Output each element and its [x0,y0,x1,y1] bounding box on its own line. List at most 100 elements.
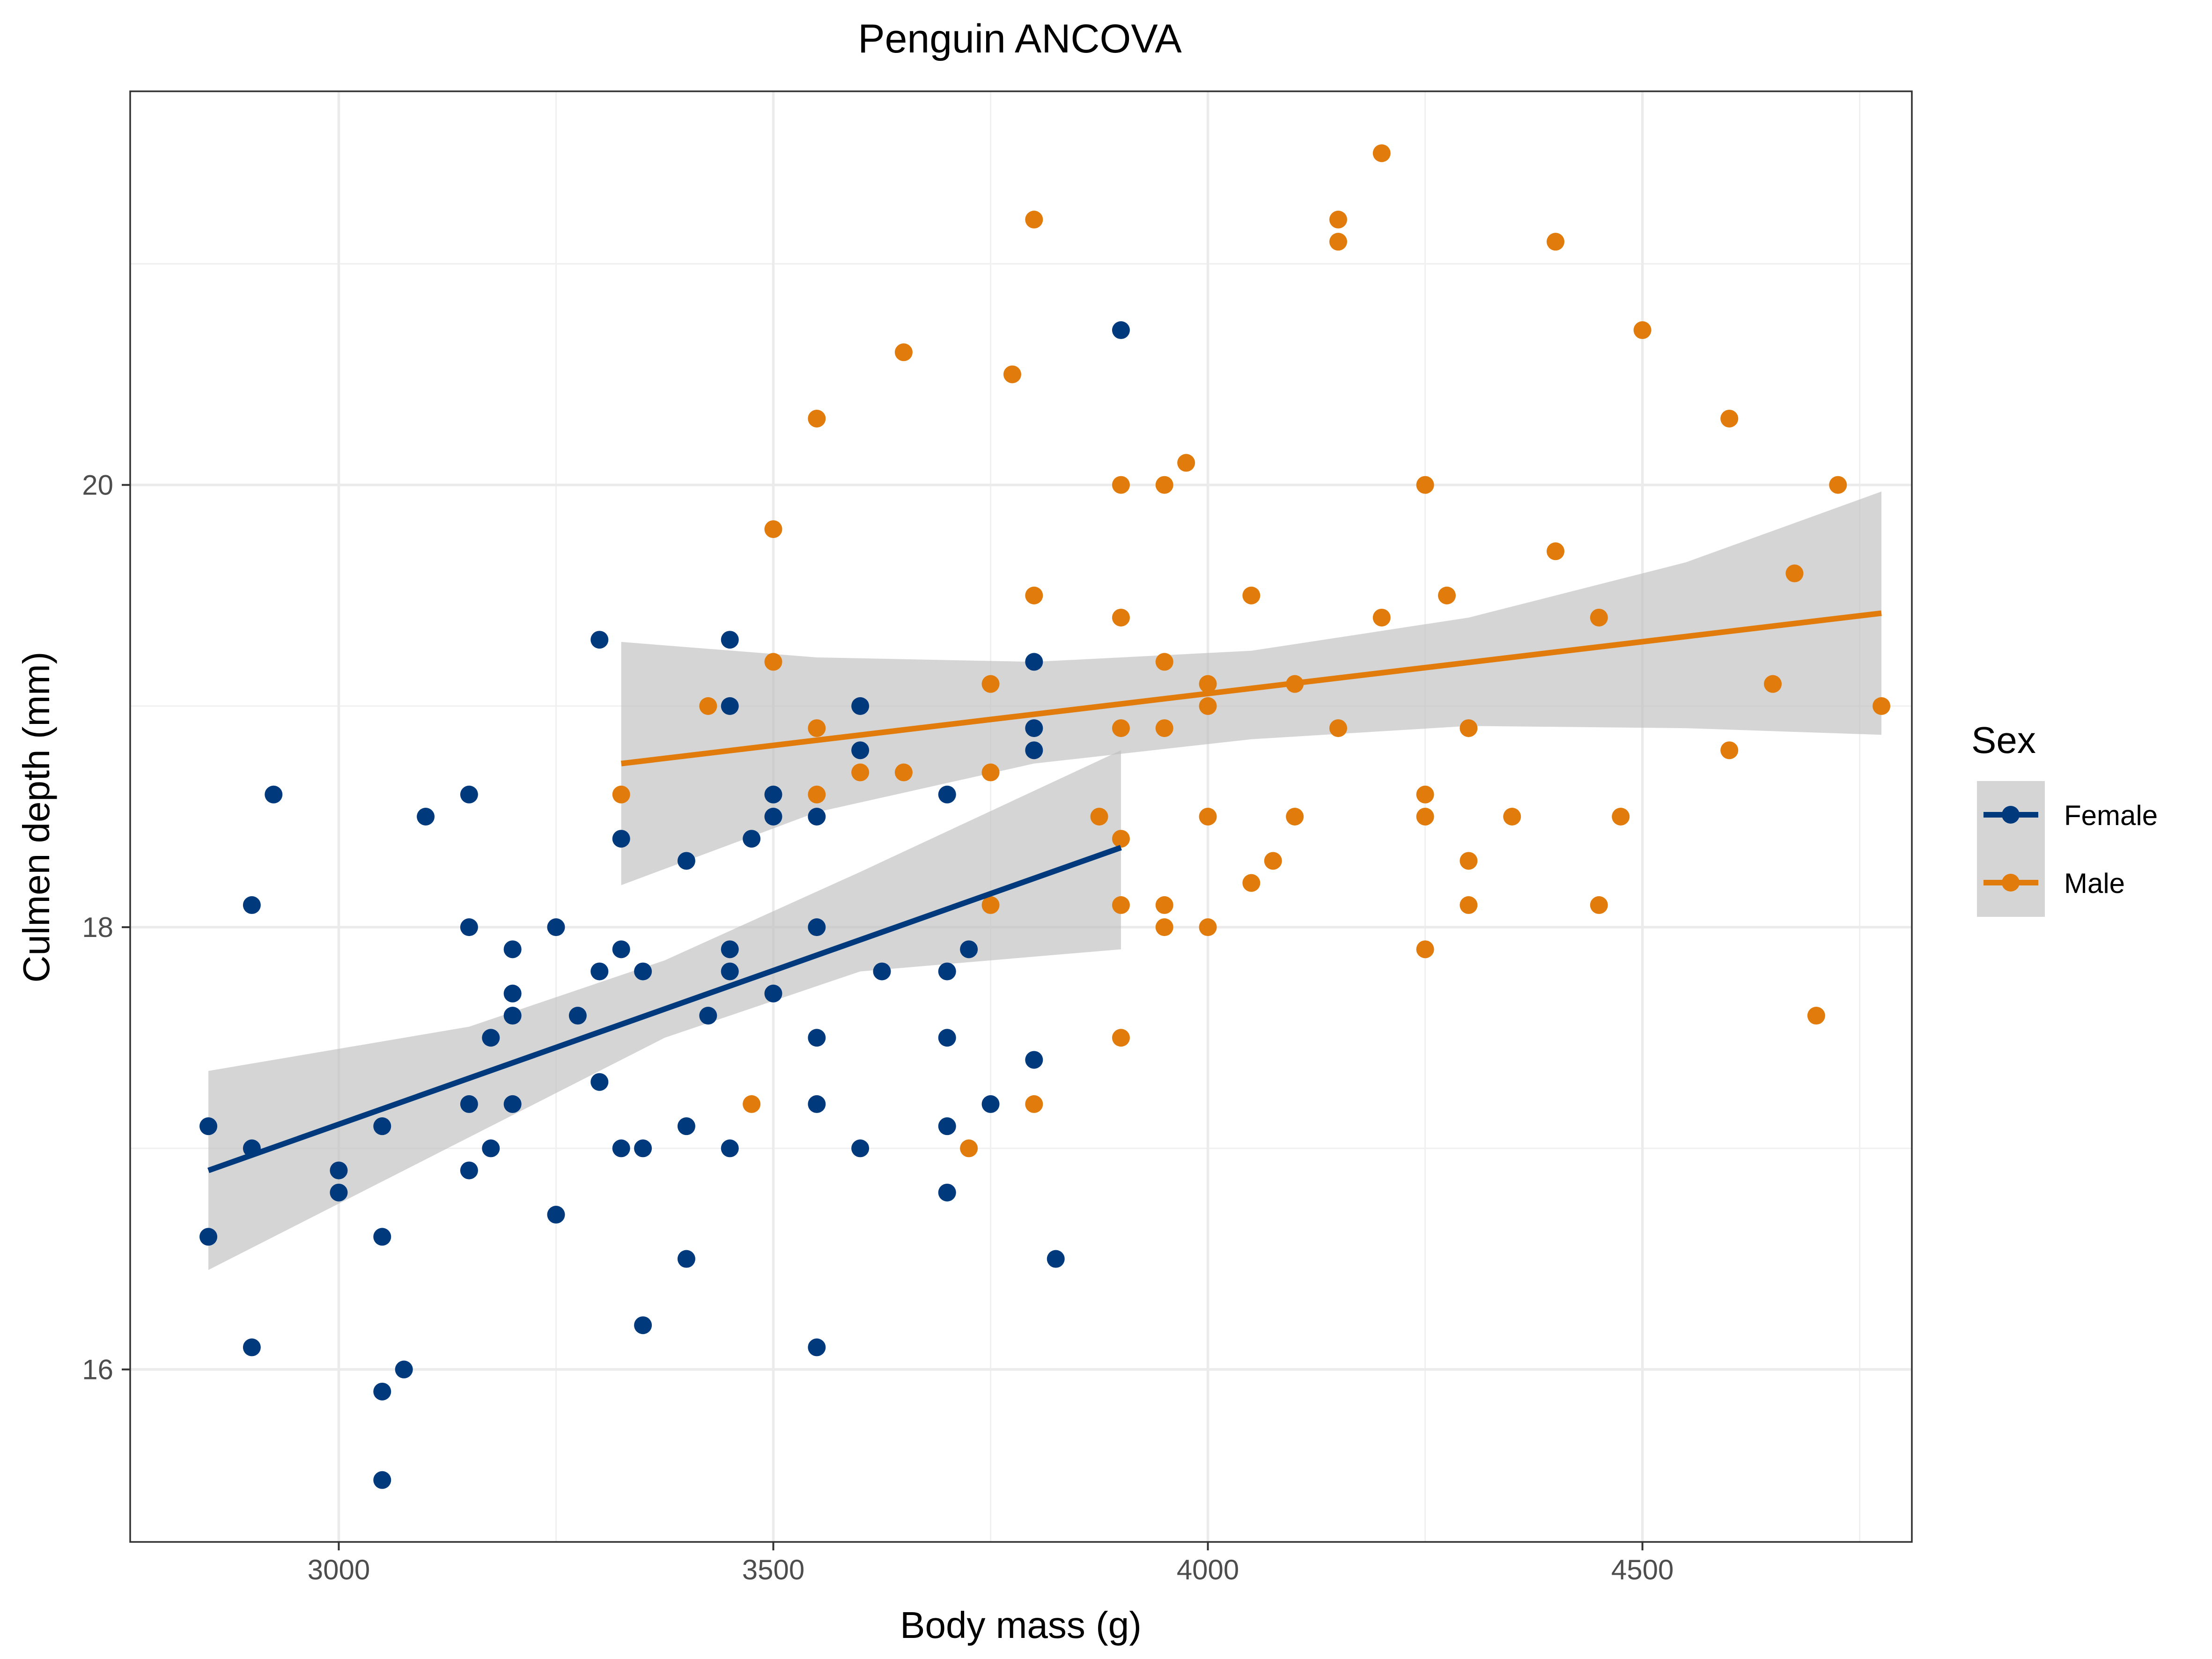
data-point-female [1025,741,1043,759]
data-point-male [612,785,630,804]
data-point-male [1460,719,1478,737]
data-points [199,144,1891,1489]
data-point-female [243,1338,261,1357]
data-point-female [808,1029,826,1047]
data-point-male [1199,808,1217,826]
data-point-male [1199,918,1217,936]
y-tick-label: 18 [82,912,113,943]
data-point-male [1242,586,1261,605]
data-point-male [808,719,826,737]
data-point-male [1612,808,1630,826]
data-point-male [1785,564,1804,582]
data-point-female [808,808,826,826]
data-point-male [981,675,1000,693]
data-point-female [612,830,630,848]
data-point-male [1372,144,1391,162]
data-point-male [1416,808,1434,826]
data-point-female [634,1139,652,1158]
data-point-female [460,1161,478,1180]
data-point-female [482,1139,500,1158]
data-point-female [721,1139,739,1158]
data-point-male [1155,918,1173,936]
data-point-female [677,852,695,870]
data-point-male [808,409,826,428]
data-point-female [677,1250,695,1268]
y-tick-label: 16 [82,1354,113,1386]
chart-title: Penguin ANCOVA [858,16,1182,61]
data-point-female [677,1117,695,1135]
data-point-male [1873,697,1891,715]
x-tick-label: 3500 [742,1554,804,1585]
data-point-female [721,940,739,959]
x-tick-label: 3000 [308,1554,370,1585]
data-point-male [1155,896,1173,914]
data-point-male [1547,542,1564,560]
data-point-male [1590,896,1608,914]
data-point-female [938,785,956,804]
data-point-female [590,1073,609,1091]
data-point-female [373,1228,391,1246]
data-point-male [1112,1029,1130,1047]
data-point-female [721,962,739,981]
data-point-female [851,741,870,759]
data-point-male [1112,608,1130,627]
data-point-male [1025,1095,1043,1113]
data-point-female [1025,1051,1043,1069]
data-point-male [1416,785,1434,804]
data-point-female [460,1095,478,1113]
data-point-female [1047,1250,1065,1268]
data-point-male [1286,808,1304,826]
data-point-female [1025,719,1043,737]
data-point-female [851,1139,870,1158]
data-point-female [634,1316,652,1335]
data-point-male [1177,454,1195,472]
regression-lines [207,610,1882,1173]
data-point-female [960,940,978,959]
data-point-male [851,763,870,782]
data-point-male [1720,741,1739,759]
data-point-male [1807,1007,1825,1025]
data-point-male [1112,896,1130,914]
data-point-female [265,785,283,804]
data-point-female [503,940,522,959]
data-point-female [330,1183,348,1202]
data-point-male [699,697,717,715]
data-point-male [1503,808,1521,826]
data-point-female [199,1117,218,1135]
data-point-female [938,1183,956,1202]
data-point-female [612,1139,630,1158]
legend-title: Sex [1971,719,2036,761]
data-point-male [764,653,782,671]
data-point-male [1329,210,1347,229]
data-point-male [1416,476,1434,494]
data-point-male [1438,586,1456,605]
data-point-male [894,343,913,361]
data-point-female [612,940,630,959]
data-point-female [808,1095,826,1113]
data-point-male [1460,852,1478,870]
data-point-female [873,962,891,981]
data-point-female [721,697,739,715]
data-point-male [1764,675,1782,693]
data-point-male [1199,675,1217,693]
data-point-female [764,808,782,826]
regression-line-male [620,610,1882,767]
data-point-male [808,785,826,804]
data-point-female [417,808,435,826]
data-point-female [547,918,565,936]
data-point-male [1112,476,1130,494]
data-point-female [938,1117,956,1135]
data-point-female [373,1382,391,1401]
data-point-female [1112,321,1130,339]
x-tick-label: 4500 [1611,1554,1674,1585]
y-axis-ticks: 16 18 20 [82,470,130,1386]
data-point-male [1199,697,1217,715]
legend-key-point [2002,806,2020,824]
data-point-female [590,631,609,649]
data-point-male [1025,586,1043,605]
data-point-male [981,763,1000,782]
data-point-female [938,1029,956,1047]
data-point-female [503,1095,522,1113]
data-point-male [1329,719,1347,737]
